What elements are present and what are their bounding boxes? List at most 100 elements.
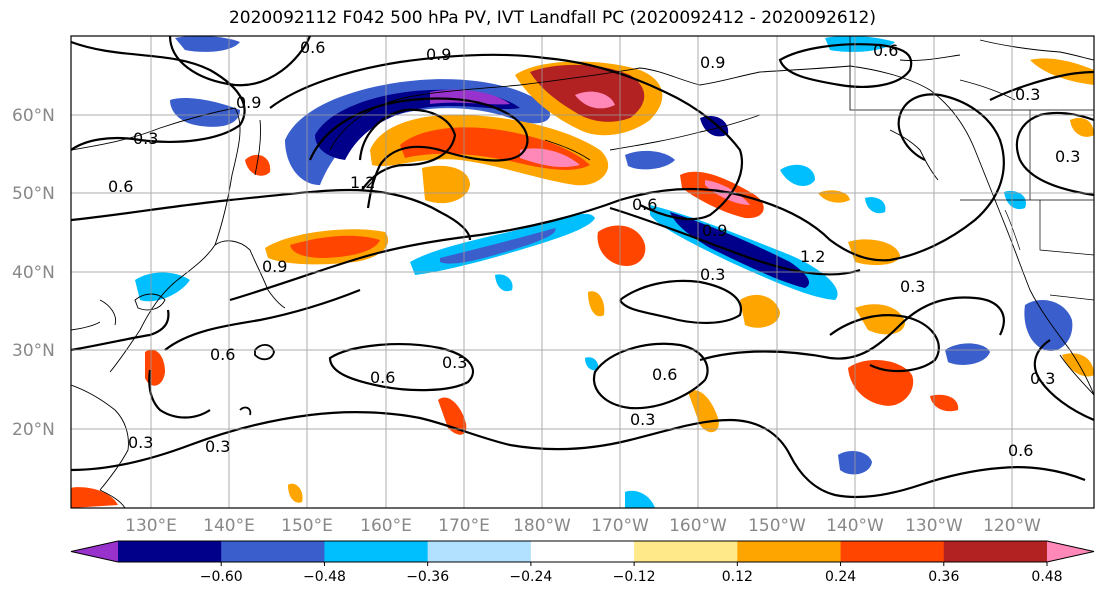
colorbar-segment	[737, 541, 842, 562]
contour-label: 0.3	[1030, 369, 1055, 388]
contour-label: 0.9	[236, 93, 261, 112]
contour-label: 0.9	[702, 221, 727, 240]
lon-label: 150°E	[281, 516, 333, 536]
colorbar-tick-label: −0.48	[303, 569, 346, 585]
shading-negative-blob	[585, 357, 599, 371]
shading-positive-blob	[597, 225, 646, 266]
lon-label: 160°E	[360, 516, 412, 536]
shading-positive-blob-core	[290, 235, 380, 258]
shading-positive-blob	[848, 239, 900, 266]
contour-label: 0.9	[262, 257, 287, 276]
shading-negative-blob	[625, 490, 655, 508]
map-frame	[70, 35, 1095, 509]
shading-negative-blob	[780, 164, 815, 186]
lat-label: 20°N	[12, 420, 55, 440]
colorbar-tick-label: −0.12	[613, 569, 656, 585]
shading-negative-purple	[430, 89, 510, 105]
shading-positive-blob	[145, 349, 165, 386]
shading-positive-plume-peak	[520, 148, 580, 168]
shading-positive-blob	[422, 165, 470, 204]
shading-positive-blob	[288, 483, 303, 503]
contour-label: 0.3	[442, 353, 467, 372]
contour-label: 0.3	[1055, 147, 1080, 166]
contour-label: 1.2	[350, 173, 375, 192]
shading-negative-blob	[1024, 300, 1073, 351]
contour-label: 0.6	[1008, 441, 1033, 460]
lat-label: 30°N	[12, 341, 55, 361]
contour-label: 0.6	[632, 195, 657, 214]
contour-label: 0.6	[210, 345, 235, 364]
contour-label: 0.3	[128, 433, 153, 452]
contour-label: 0.9	[700, 53, 725, 72]
coastlines	[71, 36, 1094, 508]
shading-positive-blob	[1062, 353, 1094, 377]
contour-label: 0.3	[700, 265, 725, 284]
colorbar-tick-label: 0.36	[928, 569, 959, 585]
colorbar-segment	[427, 541, 532, 562]
shading-negative-blob	[700, 115, 729, 137]
colorbar-outline	[70, 540, 1095, 563]
contour-label: 0.6	[370, 368, 395, 387]
colorbar-tick-label: 0.48	[1031, 569, 1062, 585]
shading-negative-blob	[945, 343, 990, 365]
shading-positive-blob	[1070, 117, 1094, 137]
lat-label: 50°N	[12, 184, 55, 204]
lon-label: 140°E	[203, 516, 255, 536]
shading-negative-core	[315, 89, 520, 160]
colorbar-ticks: −0.60 −0.48 −0.36 −0.24 −0.12 0.12 0.24 0.36 0.4…	[200, 562, 1063, 585]
lon-label: 130°W	[905, 516, 963, 536]
lon-label: 140°W	[826, 516, 884, 536]
contour-label: 0.6	[873, 41, 898, 60]
shading-positive-blob	[930, 394, 959, 412]
contour-label: 0.6	[108, 177, 133, 196]
contour-label: 0.3	[630, 410, 655, 429]
longitude-labels: 130°E 140°E 150°E 160°E 170°E 180°W 170°…	[125, 516, 1041, 536]
shading-positive-blob	[438, 397, 467, 435]
colorbar-segment	[221, 541, 325, 562]
shading-positive-blob	[245, 154, 271, 176]
colorbar-segment	[118, 541, 222, 562]
pv-contours	[71, 36, 1094, 499]
shading-positive-blob	[588, 291, 605, 317]
contour-label: 0.6	[652, 365, 677, 384]
lon-label: 150°W	[748, 516, 806, 536]
shading-positive-blob	[71, 487, 118, 508]
graticule	[71, 36, 1094, 508]
contour-label: 0.6	[300, 38, 325, 57]
colorbar-extend-low	[71, 541, 118, 562]
shading-negative-band-core	[440, 228, 556, 264]
colorbar	[70, 540, 1095, 563]
shading-positive-blob	[848, 359, 914, 406]
contour-label: 0.3	[133, 129, 158, 148]
colorbar-segment	[324, 541, 429, 562]
shading-positive-blob	[688, 390, 719, 433]
lon-label: 170°W	[591, 516, 649, 536]
shading-positive-blob	[818, 190, 850, 203]
lon-label: 120°W	[983, 516, 1041, 536]
lat-label: 40°N	[12, 263, 55, 283]
colorbar-tick-label: −0.24	[509, 569, 552, 585]
shading-negative-blob	[175, 36, 240, 52]
shading-positive-blob	[1030, 58, 1094, 85]
colorbar-tick-label: 0.12	[722, 569, 753, 585]
contour-label: 1.2	[800, 247, 825, 266]
contour-label: 0.3	[1015, 85, 1040, 104]
contour-label: 0.9	[426, 45, 451, 64]
colorbar-segment	[530, 541, 635, 562]
shading-layer	[71, 36, 1094, 508]
shading-negative-blob	[865, 197, 886, 214]
colorbar-segment	[840, 541, 945, 562]
lat-label: 60°N	[12, 106, 55, 126]
contour-label: 0.3	[205, 437, 230, 456]
shading-negative-blob	[625, 150, 675, 170]
lon-label: 170°E	[438, 516, 490, 536]
colorbar-tick-label: 0.24	[825, 569, 856, 585]
colorbar-tick-label: −0.36	[406, 569, 449, 585]
lon-label: 130°E	[125, 516, 177, 536]
map-title: 2020092112 F042 500 hPa PV, IVT Landfall…	[228, 8, 876, 28]
lon-label: 180°W	[513, 516, 571, 536]
shading-positive-blob	[740, 294, 780, 328]
contour-labels: 0.6 0.9 0.9 0.9 0.6 0.3 0.3 0.3 0.6 1.2 …	[108, 38, 1080, 460]
colorbar-segment	[634, 541, 738, 562]
